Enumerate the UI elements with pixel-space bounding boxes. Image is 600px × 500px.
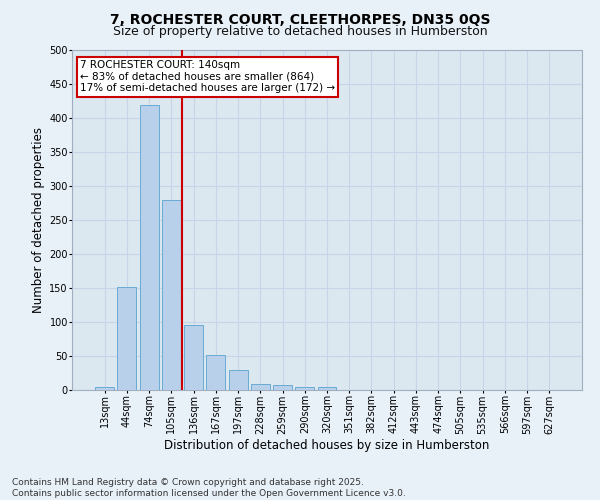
Bar	[317, 388, 337, 390]
Bar	[162, 200, 181, 390]
Bar	[118, 286, 136, 390]
Text: 7, ROCHESTER COURT, CLEETHORPES, DN35 0QS: 7, ROCHESTER COURT, CLEETHORPES, DN35 0Q…	[110, 12, 490, 26]
Bar	[206, 356, 225, 390]
Bar	[229, 370, 248, 390]
Text: Size of property relative to detached houses in Humberston: Size of property relative to detached ho…	[113, 25, 487, 38]
Bar	[95, 386, 114, 390]
X-axis label: Distribution of detached houses by size in Humberston: Distribution of detached houses by size …	[164, 439, 490, 452]
Bar	[140, 105, 158, 390]
Bar	[295, 386, 314, 390]
Y-axis label: Number of detached properties: Number of detached properties	[32, 127, 45, 313]
Bar	[251, 384, 270, 390]
Text: Contains HM Land Registry data © Crown copyright and database right 2025.
Contai: Contains HM Land Registry data © Crown c…	[12, 478, 406, 498]
Text: 7 ROCHESTER COURT: 140sqm
← 83% of detached houses are smaller (864)
17% of semi: 7 ROCHESTER COURT: 140sqm ← 83% of detac…	[80, 60, 335, 94]
Bar	[184, 324, 203, 390]
Bar	[273, 384, 292, 390]
